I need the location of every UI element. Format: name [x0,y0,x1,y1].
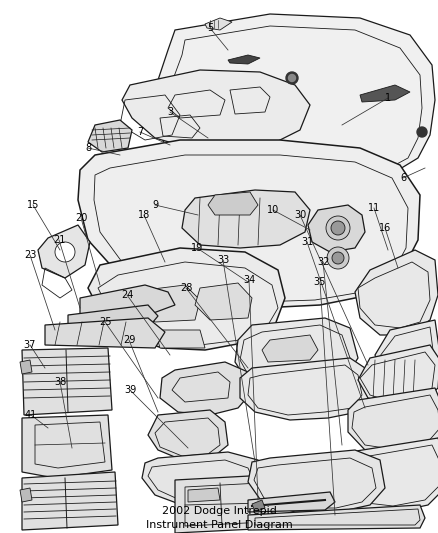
Text: 6: 6 [400,173,406,183]
Polygon shape [235,318,358,390]
Polygon shape [160,362,252,415]
Text: 37: 37 [24,340,36,350]
Text: 2002 Dodge Intrepid
Instrument Panel Diagram: 2002 Dodge Intrepid Instrument Panel Dia… [145,506,293,530]
Polygon shape [248,450,385,512]
Text: 1: 1 [385,93,391,103]
Text: 31: 31 [301,237,313,247]
Polygon shape [228,55,260,64]
Text: 21: 21 [53,235,65,245]
Circle shape [327,247,349,269]
Polygon shape [248,505,425,530]
Text: 15: 15 [27,200,39,210]
Text: 29: 29 [123,335,135,345]
Polygon shape [308,205,365,252]
Polygon shape [88,120,132,152]
Text: 9: 9 [152,200,158,210]
Text: 16: 16 [379,223,391,233]
Text: 41: 41 [25,410,37,420]
Text: 34: 34 [243,275,255,285]
Polygon shape [155,330,205,348]
Polygon shape [240,358,370,420]
Text: 32: 32 [317,257,329,267]
Text: 11: 11 [368,203,380,213]
Polygon shape [175,475,275,533]
Text: 38: 38 [54,377,66,387]
Polygon shape [20,360,32,374]
Polygon shape [122,70,310,150]
Text: 19: 19 [191,243,203,253]
Polygon shape [205,18,232,30]
Text: 10: 10 [267,205,279,215]
Polygon shape [355,250,438,335]
Text: 18: 18 [138,210,150,220]
Polygon shape [22,415,112,478]
Circle shape [417,127,427,137]
Polygon shape [142,452,265,505]
Text: 33: 33 [217,255,229,265]
Polygon shape [148,410,228,460]
Text: 8: 8 [85,143,91,153]
Polygon shape [262,335,318,362]
Text: 35: 35 [314,277,326,287]
Polygon shape [248,492,335,512]
Circle shape [289,75,296,82]
Text: 23: 23 [24,250,36,260]
Text: 24: 24 [121,290,133,300]
Polygon shape [38,225,90,278]
Polygon shape [88,248,285,350]
Polygon shape [336,438,438,512]
Text: 7: 7 [137,127,143,137]
Text: 39: 39 [124,385,136,395]
Polygon shape [68,305,158,328]
Text: 3: 3 [167,107,173,117]
Polygon shape [138,285,200,322]
Polygon shape [360,85,410,102]
Polygon shape [22,472,118,530]
Polygon shape [155,14,435,185]
Polygon shape [252,500,265,512]
Polygon shape [182,190,310,248]
Circle shape [326,216,350,240]
Circle shape [286,72,298,84]
Text: 5: 5 [207,23,213,33]
Polygon shape [20,488,32,502]
Polygon shape [348,388,438,455]
Polygon shape [195,283,252,320]
Text: 28: 28 [180,283,192,293]
Circle shape [55,242,75,262]
Polygon shape [78,140,420,308]
Polygon shape [45,318,165,348]
Circle shape [332,252,344,264]
Polygon shape [208,192,258,215]
Polygon shape [80,285,175,315]
Polygon shape [188,488,220,502]
Text: 20: 20 [75,213,87,223]
Polygon shape [375,320,438,390]
Text: 30: 30 [294,210,306,220]
Text: 25: 25 [99,317,111,327]
Polygon shape [22,348,112,415]
Circle shape [331,221,345,235]
Polygon shape [358,345,438,405]
